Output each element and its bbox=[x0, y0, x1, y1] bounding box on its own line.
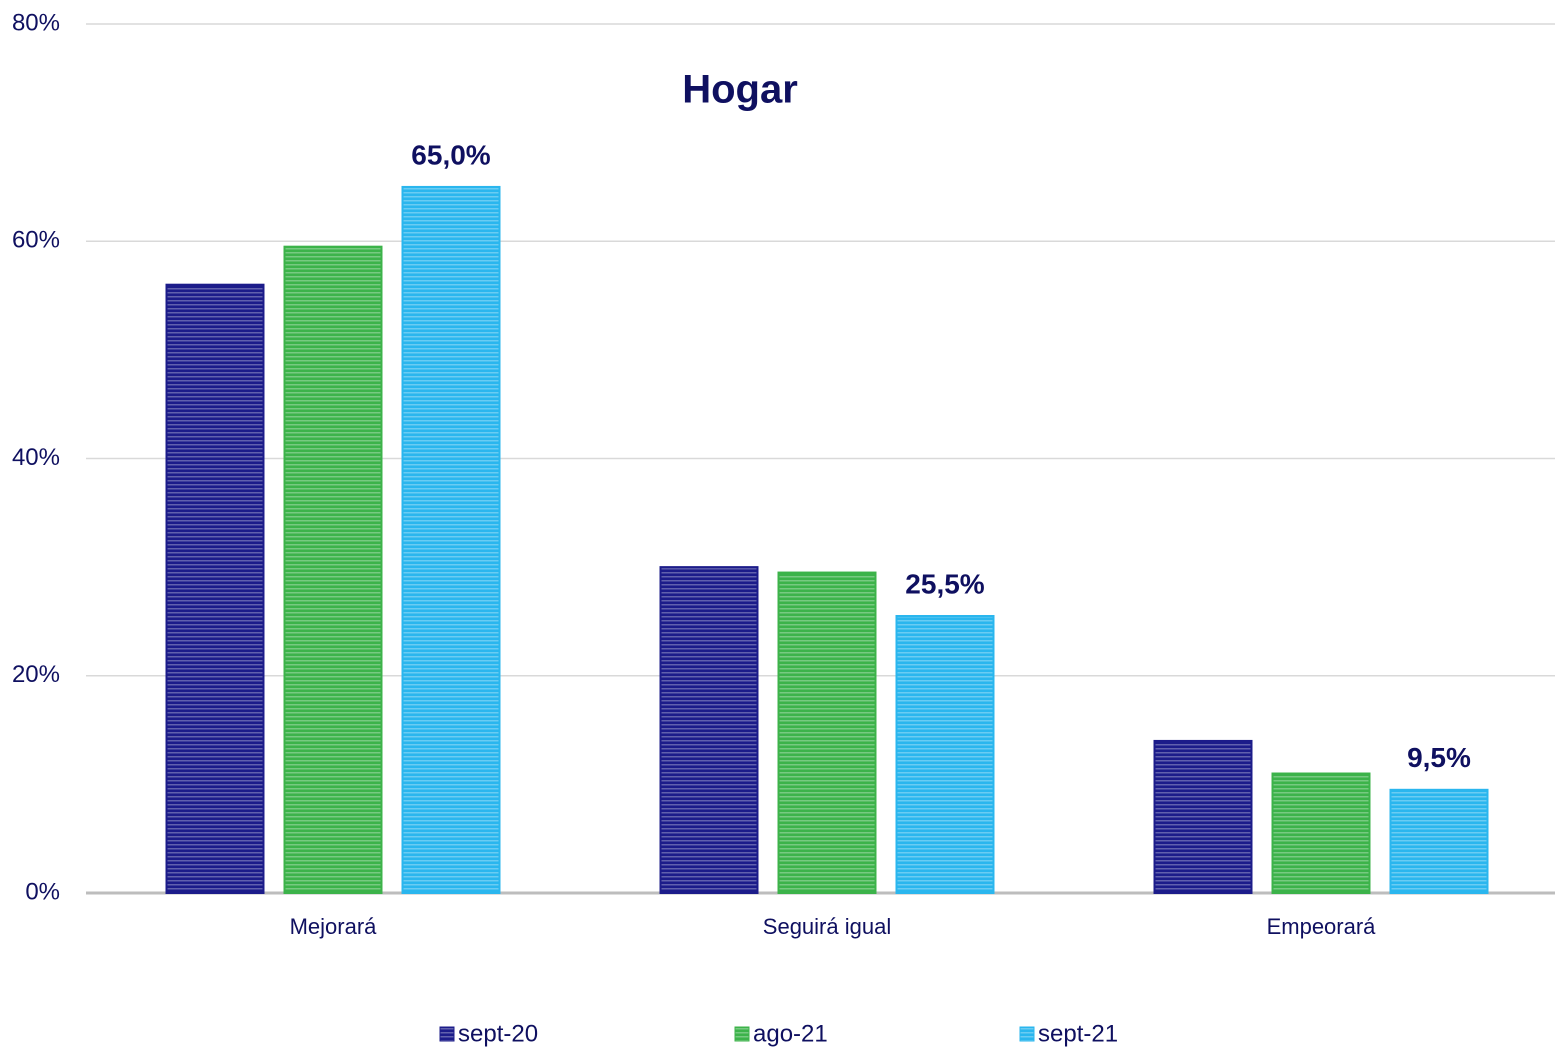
y-tick-label: 40% bbox=[12, 444, 60, 471]
bar bbox=[1153, 739, 1253, 894]
legend-label: sept-21 bbox=[1038, 1020, 1118, 1047]
value-label: 9,5% bbox=[1407, 742, 1471, 773]
value-label: 65,0% bbox=[411, 139, 490, 170]
y-tick-label: 80% bbox=[12, 9, 60, 36]
legend-swatch bbox=[439, 1026, 455, 1042]
legend-label: sept-20 bbox=[458, 1020, 538, 1047]
bar bbox=[1271, 772, 1371, 895]
bar bbox=[283, 245, 383, 894]
x-tick-label: Seguirá igual bbox=[763, 914, 891, 939]
bar bbox=[1389, 788, 1489, 895]
bar bbox=[659, 566, 759, 894]
y-tick-label: 0% bbox=[25, 878, 60, 905]
legend-swatch bbox=[734, 1026, 750, 1042]
legend-swatch bbox=[1019, 1026, 1035, 1042]
y-tick-label: 60% bbox=[12, 227, 60, 254]
chart-title: Hogar bbox=[682, 68, 798, 112]
bar bbox=[895, 615, 995, 894]
value-label: 25,5% bbox=[905, 568, 984, 599]
x-tick-label: Mejorará bbox=[290, 914, 378, 939]
bar bbox=[401, 185, 501, 894]
x-tick-label: Empeorará bbox=[1267, 914, 1377, 939]
bar bbox=[777, 571, 877, 895]
y-tick-label: 20% bbox=[12, 661, 60, 688]
legend-label: ago-21 bbox=[753, 1020, 828, 1047]
bar bbox=[165, 283, 265, 894]
